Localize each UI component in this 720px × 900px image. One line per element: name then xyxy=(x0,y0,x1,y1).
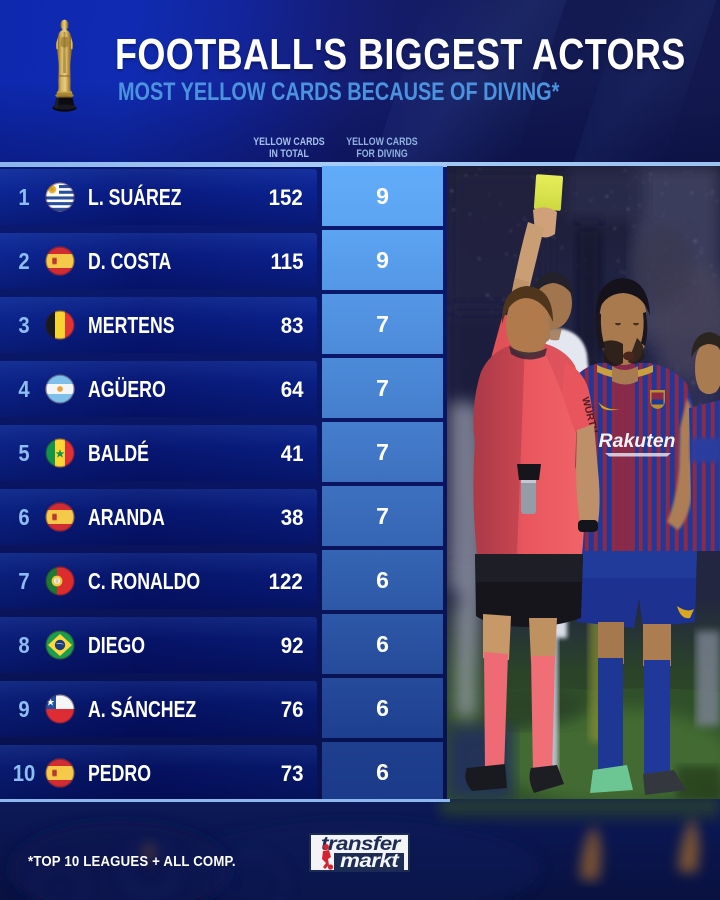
svg-text:Rakuten: Rakuten xyxy=(599,430,676,452)
